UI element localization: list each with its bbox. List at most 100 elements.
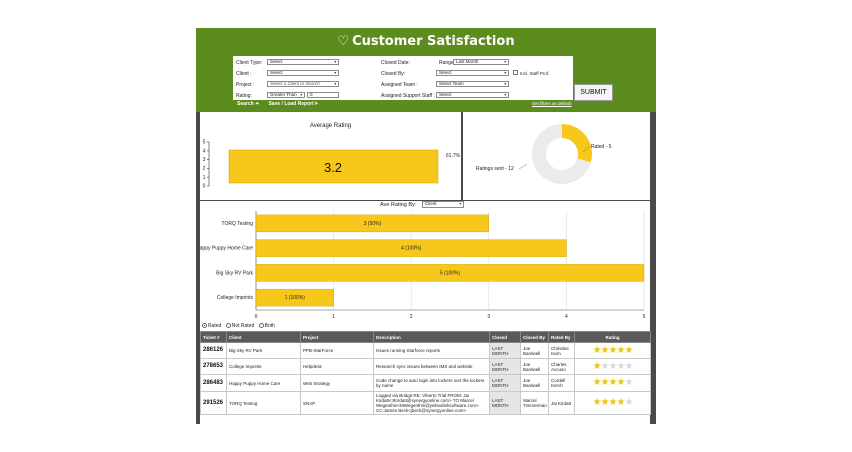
project-select[interactable]: Select a Client or Search [267,81,339,87]
star-rating: ★★★★★ [592,344,634,356]
assigned-staff-label: Assigned Support Staff : [381,93,435,99]
rating-cell: ★★★★★ [574,391,651,415]
closed-by-select[interactable]: Select [436,70,509,76]
star-icon: ★ [624,360,633,372]
star-icon: ★ [624,377,633,388]
closed-by-cell: Joe Bardwell [520,358,549,375]
project-cell: PPB-StarForce [300,342,374,359]
ticket-cell[interactable]: 286483 [200,374,227,392]
description-cell: Logged via Bridge:RE: Viberto Trial FROM… [373,391,490,415]
table-row[interactable]: 286126 Big Sky RV Park PPB-StarForce Issues… [200,342,651,359]
save-load-report-link[interactable]: Save / Load Report ⏵ [268,101,318,107]
unrated-slice [532,124,591,184]
rated-radio-label: Rated [208,323,222,329]
incl-staff-checkbox[interactable] [513,70,518,75]
star-icon: ★ [608,360,618,372]
star-icon: ★ [600,344,610,356]
ave-rating-by-panel: Ave Rating By: Client 0 1 2 3 4 5 TORQ Testin… [200,201,650,321]
star-icon: ★ [600,360,610,372]
client-cell: Happy Puppy Home Care [226,374,301,392]
rated-by-cell: Jai Kirdatt [548,391,575,415]
bar-value-label: 3 (50%) [364,221,382,227]
closed-date-label: Closed Date: [381,60,410,66]
ratings-donut-chart: Rated - 5 Ratings sent - 12 [476,124,612,184]
closed-by-cell: Marcel Timmerman [520,391,549,415]
star-icon: ★ [616,360,625,372]
submit-button[interactable]: SUBMIT [574,84,613,101]
table-row[interactable]: 278653 College Imprints Helpdesk Research s… [200,358,651,375]
ave-rating-by-chart: 0 1 2 3 4 5 TORQ Testing 3 (50%) Happy Puppy Ho… [200,211,646,320]
star-icon: ★ [592,344,602,356]
rated-slice [562,124,592,163]
ave-rating-by-select[interactable]: Client [422,201,464,208]
star-rating: ★★★★★ [593,360,634,372]
rating-cell: ★★★★★ [574,342,651,359]
both-radio[interactable] [258,323,264,329]
project-cell: Web Strategy [300,374,374,392]
client-type-label: Client Type: [236,60,263,66]
y-tick-label: 1 [203,175,206,181]
star-icon: ★ [608,344,618,356]
range-select[interactable]: Last Month [453,59,509,65]
app-window: ♡ Customer Satisfaction Client Type: Sele… [196,28,656,424]
col-ticket[interactable]: Ticket # [200,331,227,343]
client-type-select[interactable]: Select [267,59,339,65]
bar [255,214,490,233]
description-cell: Research sync issues between IMS and web… [373,358,490,375]
rating-label: Rating: [236,93,252,99]
assigned-staff-select[interactable]: Select [436,92,509,98]
star-icon: ★ [592,377,602,388]
ticket-cell[interactable]: 278653 [200,358,227,375]
rated-leader-line [582,146,590,153]
ticket-cell[interactable]: 286126 [200,342,227,359]
y-tick-label: 0 [203,184,206,190]
client-select[interactable]: Select [267,70,339,76]
col-rating[interactable]: Rating [574,331,651,343]
assigned-team-select[interactable]: Select Team [436,81,509,87]
header-panel: ♡ Customer Satisfaction Client Type: Sele… [196,28,656,112]
rating-value-input[interactable]: 0 [307,92,339,98]
table-row[interactable]: 291526 TORQ Testing SNAP Logged via Bridge:… [200,391,651,415]
star-rating: ★★★★★ [592,377,634,388]
project-cell: Helpdesk [300,358,374,375]
closed-cell: LAST MONTH [489,342,521,359]
x-tick-label: 5 [643,314,646,320]
closed-by-label: Closed By: [381,71,406,77]
col-closed-by[interactable]: Closed By [520,331,549,343]
search-toggle[interactable]: Search ⏶ [237,101,260,107]
average-rating-percent: 61.7% [446,153,461,159]
closed-by-cell: Joe Bardwell [520,374,549,392]
bar-value-label: 1 (100%) [285,295,306,301]
closed-cell: LAST MONTH [489,391,521,415]
page-title-text: Customer Satisfaction [352,34,515,49]
rated-radio[interactable] [202,323,207,329]
col-client[interactable]: Client [226,331,301,343]
col-closed[interactable]: Closed [489,331,521,343]
ticket-cell[interactable]: 291526 [200,391,227,415]
x-tick-label: 2 [410,314,413,320]
star-icon: ★ [624,344,633,356]
rated-by-cell: Cordell Kerch [548,374,575,392]
rating-operator-select[interactable]: Greater Than [267,92,305,98]
rating-cell: ★★★★★ [574,358,651,375]
col-description[interactable]: Description [373,331,490,343]
page-title: ♡ Customer Satisfaction [196,34,656,49]
set-default-link[interactable]: Set filters as default [532,101,572,106]
client-cell: TORQ Testing [226,391,301,415]
category-label: College Imprints [217,295,254,301]
rated-by-cell: Christine Isom [548,342,575,359]
star-icon: ★ [600,397,610,408]
col-project[interactable]: Project [300,331,374,343]
table-row[interactable]: 286483 Happy Puppy Home Care Web Strategy C… [200,374,651,392]
average-rating-bar [228,149,439,184]
bar [255,288,334,307]
ave-rating-by-label: Ave Rating By: [380,202,417,208]
filter-form: Client Type: Select Client : Select Proj… [233,56,573,100]
col-rated-by[interactable]: Rated By [548,331,575,343]
star-icon: ★ [624,397,633,408]
client-cell: Big Sky RV Park [226,342,301,359]
rating-cell: ★★★★★ [574,374,651,392]
y-tick-label: 2 [203,166,206,172]
x-tick-label: 4 [565,314,568,320]
not-rated-radio[interactable] [225,323,231,329]
